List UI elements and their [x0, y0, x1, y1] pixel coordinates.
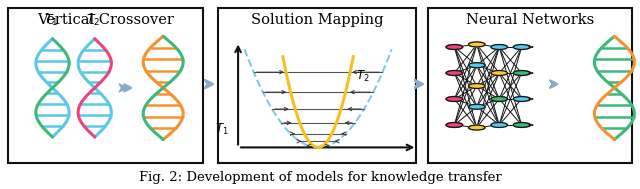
Circle shape — [513, 97, 530, 101]
Circle shape — [446, 70, 463, 75]
Text: Fig. 2: Development of models for knowledge transfer: Fig. 2: Development of models for knowle… — [139, 171, 501, 184]
Circle shape — [491, 97, 508, 101]
Text: $T_2$: $T_2$ — [86, 13, 100, 28]
Circle shape — [468, 42, 485, 47]
Text: Solution Mapping: Solution Mapping — [250, 13, 383, 27]
Circle shape — [446, 97, 463, 101]
FancyBboxPatch shape — [428, 8, 632, 163]
FancyBboxPatch shape — [8, 8, 203, 163]
Text: Neural Networks: Neural Networks — [466, 13, 594, 27]
Circle shape — [491, 122, 508, 127]
Text: $T_2$: $T_2$ — [356, 69, 370, 84]
Circle shape — [513, 45, 530, 50]
FancyBboxPatch shape — [218, 8, 416, 163]
Circle shape — [468, 104, 485, 109]
Circle shape — [468, 63, 485, 68]
Text: $T_1$: $T_1$ — [44, 13, 58, 28]
Circle shape — [468, 84, 485, 88]
Circle shape — [491, 45, 508, 50]
Circle shape — [513, 70, 530, 75]
Circle shape — [468, 125, 485, 130]
Text: Vertical Crossover: Vertical Crossover — [37, 13, 173, 27]
Circle shape — [446, 45, 463, 50]
Text: $T_1$: $T_1$ — [215, 122, 228, 137]
Circle shape — [491, 70, 508, 75]
Circle shape — [513, 122, 530, 127]
Circle shape — [446, 122, 463, 127]
